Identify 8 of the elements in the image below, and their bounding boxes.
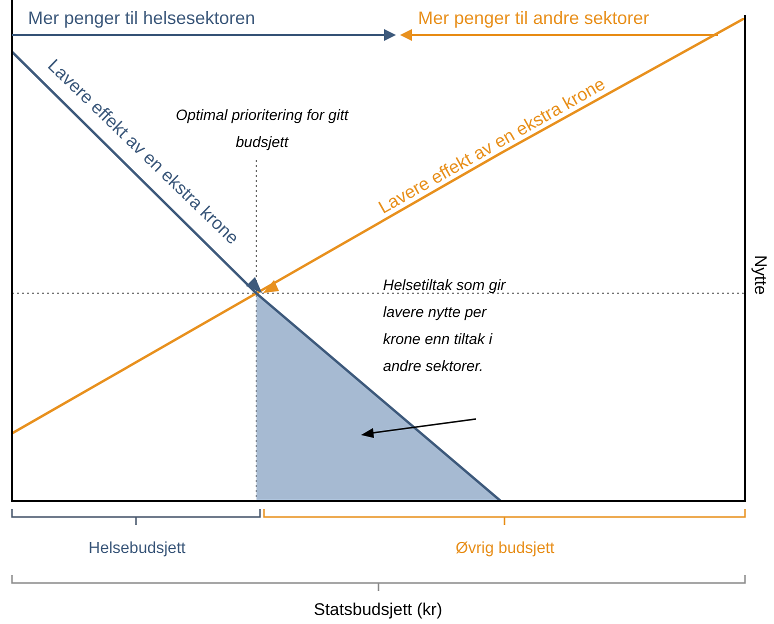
text: Helsebudsjett [88,540,186,558]
annotation: Mer penger til helsesektoren [28,8,256,29]
text: Statsbudsjett (kr) [314,600,442,620]
text: Øvrig budsjett [456,540,554,558]
annotation: Optimal prioritering for gitt budsjett [174,106,350,153]
y-axis-title: Nytte [750,255,770,295]
annotation: Helsetiltak som gir lavere nytte per krone enn tiltak i andre sektorer. [383,276,507,377]
annotation: Mer penger til andre sektorer [418,8,650,29]
